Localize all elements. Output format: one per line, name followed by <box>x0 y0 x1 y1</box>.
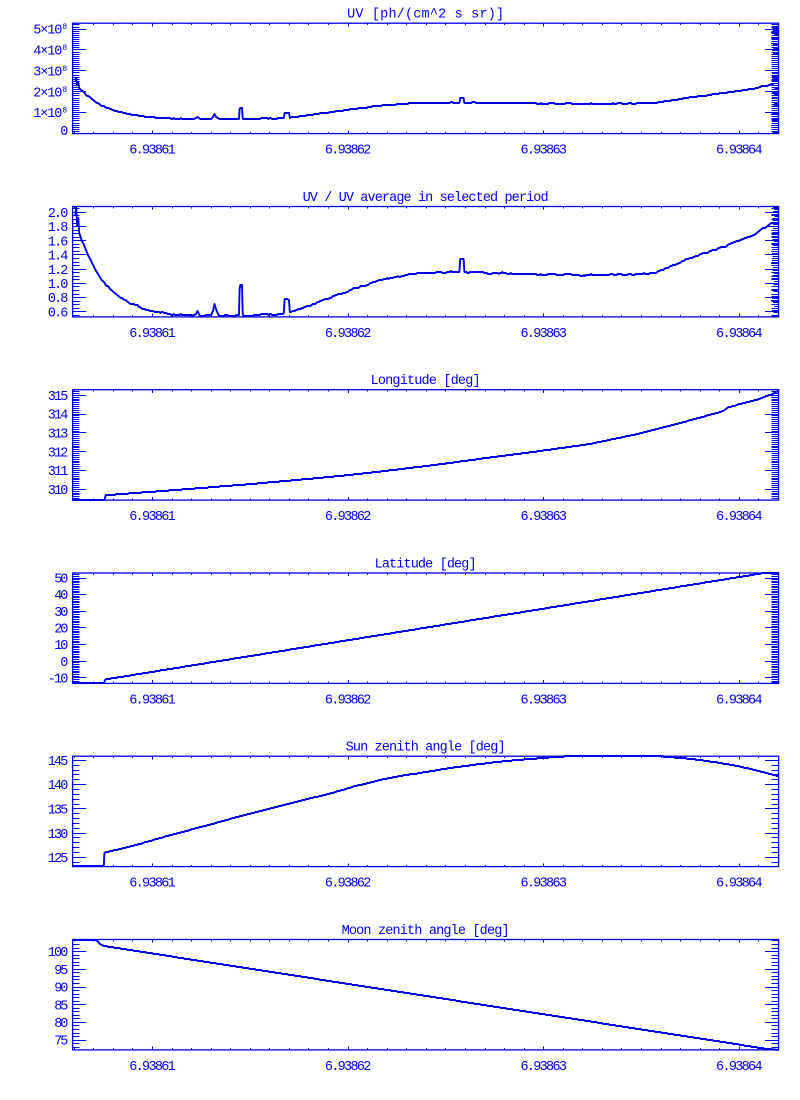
svg-text:20: 20 <box>54 623 68 638</box>
svg-text:95: 95 <box>54 964 68 979</box>
svg-text:6.93861: 6.93861 <box>129 144 176 159</box>
svg-text:1.0: 1.0 <box>48 278 69 293</box>
svg-text:6.93861: 6.93861 <box>129 510 176 525</box>
svg-text:Moon zenith angle [deg]: Moon zenith angle [deg] <box>342 924 510 939</box>
svg-text:140: 140 <box>48 779 69 794</box>
svg-text:3×10: 3×10 <box>33 66 62 81</box>
svg-text:8: 8 <box>62 44 67 53</box>
svg-text:0.8: 0.8 <box>48 292 69 307</box>
svg-text:0: 0 <box>60 125 68 140</box>
svg-text:125: 125 <box>48 852 69 867</box>
svg-text:6.93861: 6.93861 <box>129 693 176 708</box>
svg-text:6.93861: 6.93861 <box>129 877 176 892</box>
svg-text:135: 135 <box>48 804 69 819</box>
svg-text:85: 85 <box>54 999 68 1014</box>
svg-text:1.8: 1.8 <box>48 221 69 236</box>
svg-text:8: 8 <box>62 65 67 74</box>
svg-text:1×10: 1×10 <box>33 107 62 122</box>
svg-text:6.93864: 6.93864 <box>716 144 763 159</box>
svg-text:6.93862: 6.93862 <box>325 877 372 892</box>
svg-text:10: 10 <box>54 639 68 654</box>
svg-text:1.2: 1.2 <box>48 264 69 279</box>
svg-text:6.93862: 6.93862 <box>325 1060 372 1075</box>
svg-text:6.93863: 6.93863 <box>520 144 567 159</box>
svg-text:315: 315 <box>48 390 69 405</box>
svg-text:145: 145 <box>48 755 69 770</box>
svg-text:6.93863: 6.93863 <box>520 693 567 708</box>
svg-text:0: 0 <box>60 656 68 671</box>
svg-text:6.93861: 6.93861 <box>129 327 176 342</box>
svg-text:8: 8 <box>62 23 67 32</box>
svg-text:8: 8 <box>62 107 67 116</box>
svg-text:6.93863: 6.93863 <box>520 1060 567 1075</box>
svg-text:4×10: 4×10 <box>33 45 62 60</box>
svg-text:Latitude [deg]: Latitude [deg] <box>375 558 477 573</box>
svg-text:6.93864: 6.93864 <box>716 877 763 892</box>
svg-text:6.93862: 6.93862 <box>325 510 372 525</box>
svg-text:6.93864: 6.93864 <box>716 1060 763 1075</box>
svg-text:6.93864: 6.93864 <box>716 693 763 708</box>
svg-text:5×10: 5×10 <box>33 24 62 39</box>
svg-text:Sun zenith angle [deg]: Sun zenith angle [deg] <box>346 741 506 756</box>
svg-text:312: 312 <box>48 446 69 461</box>
svg-text:80: 80 <box>54 1017 68 1032</box>
svg-text:8: 8 <box>62 86 67 95</box>
svg-text:1.6: 1.6 <box>48 235 69 250</box>
svg-text:6.93862: 6.93862 <box>325 693 372 708</box>
svg-text:40: 40 <box>54 589 68 604</box>
svg-text:6.93864: 6.93864 <box>716 510 763 525</box>
svg-text:UV [ph/(cm^2 s sr)]: UV [ph/(cm^2 s sr)] <box>347 8 504 23</box>
svg-text:100: 100 <box>48 946 69 961</box>
svg-text:311: 311 <box>48 465 69 480</box>
svg-text:6.93861: 6.93861 <box>129 1060 176 1075</box>
svg-text:314: 314 <box>48 409 69 424</box>
svg-text:130: 130 <box>48 828 69 843</box>
svg-text:-10: -10 <box>48 673 69 688</box>
svg-text:90: 90 <box>54 982 68 997</box>
svg-text:50: 50 <box>54 573 68 588</box>
svg-text:0.6: 0.6 <box>48 306 69 321</box>
svg-text:6.93863: 6.93863 <box>520 877 567 892</box>
svg-text:6.93862: 6.93862 <box>325 327 372 342</box>
svg-text:Longitude [deg]: Longitude [deg] <box>371 374 481 389</box>
svg-text:6.93864: 6.93864 <box>716 327 763 342</box>
svg-text:313: 313 <box>48 428 69 443</box>
svg-text:75: 75 <box>54 1035 68 1050</box>
svg-text:6.93863: 6.93863 <box>520 327 567 342</box>
svg-text:2×10: 2×10 <box>33 86 62 101</box>
svg-text:6.93863: 6.93863 <box>520 510 567 525</box>
svg-text:2.0: 2.0 <box>48 207 69 222</box>
svg-text:UV / UV average in selected pe: UV / UV average in selected period <box>303 191 549 206</box>
svg-text:1.4: 1.4 <box>48 250 69 265</box>
svg-text:310: 310 <box>48 484 69 499</box>
svg-text:6.93862: 6.93862 <box>325 144 372 159</box>
svg-text:30: 30 <box>54 606 68 621</box>
